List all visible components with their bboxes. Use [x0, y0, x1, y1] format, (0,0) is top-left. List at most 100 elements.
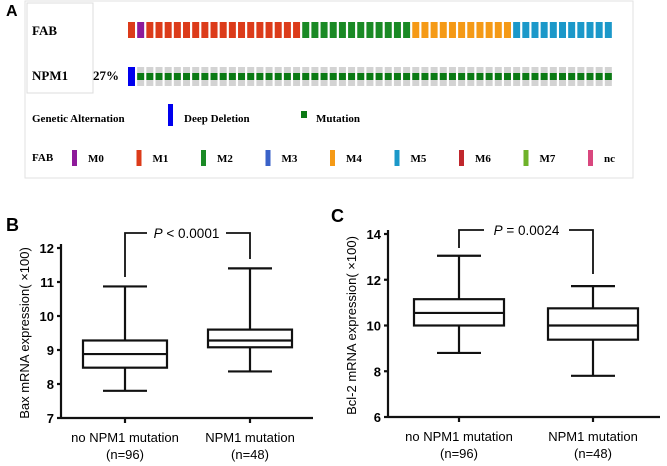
fab-cell-m2 — [403, 22, 411, 38]
x-category-label: NPM1 mutation — [205, 430, 295, 445]
fab-cell-m4 — [467, 22, 475, 38]
fab-cell-m5 — [540, 22, 548, 38]
mutation-cell — [522, 73, 530, 80]
fab-cell-m4 — [430, 22, 438, 38]
fab-cell-m4 — [439, 22, 447, 38]
mutation-cell — [531, 73, 539, 80]
y-axis-label: Bcl-2 mRNA expression( ×100) — [344, 236, 359, 415]
fab-cell-m4 — [458, 22, 466, 38]
y-tick-label: 9 — [47, 343, 54, 358]
fab-cell-m1 — [247, 22, 255, 38]
row-label-box — [26, 2, 94, 94]
y-tick-label: 10 — [40, 309, 54, 324]
npm1-cells — [128, 67, 612, 86]
y-tick-label: 12 — [40, 241, 54, 256]
fab-legend: M0 M1 M2 M3 M4 M5 M6 M7 nc — [72, 150, 615, 166]
mutation-cell — [256, 73, 264, 80]
fab-legend-m6: M6 — [475, 153, 491, 165]
mutation-cell — [164, 73, 172, 80]
mutation-cell — [384, 73, 392, 80]
fab-cell-m1 — [283, 22, 291, 38]
mutation-cell — [503, 73, 511, 80]
fab-legend-m2: M2 — [217, 153, 233, 165]
fab-legend-m1: M1 — [153, 153, 169, 165]
y-tick-label: 8 — [374, 364, 381, 379]
panel-label-c: C — [331, 206, 344, 226]
fab-cell-m4 — [448, 22, 456, 38]
mutation-cell — [558, 73, 566, 80]
mutation-cell — [329, 73, 337, 80]
mutation-cell — [348, 73, 356, 80]
mutation-cell — [549, 73, 557, 80]
fab-swatch-m6 — [459, 150, 464, 166]
mutation-swatch — [301, 111, 307, 118]
panel-label-b: B — [6, 215, 19, 235]
fab-cell-m5 — [549, 22, 557, 38]
mutation-cell — [173, 73, 181, 80]
fab-cell-m2 — [384, 22, 392, 38]
fab-swatch-m0 — [72, 150, 77, 166]
fab-cell-m2 — [375, 22, 383, 38]
p-value: = 0.0024 — [503, 223, 560, 238]
mutation-cell — [265, 73, 273, 80]
p-value: < 0.0001 — [163, 226, 220, 241]
fab-legend-m5: M5 — [411, 153, 427, 165]
mutation-cell — [476, 73, 484, 80]
x-category-label: no NPM1 mutation — [71, 430, 179, 445]
deep-deletion-swatch — [168, 104, 173, 126]
legend-alteration-title: Genetic Alternation — [32, 113, 125, 125]
fab-cell-m1 — [210, 22, 218, 38]
fab-cell-m1 — [274, 22, 282, 38]
y-tick-label: 6 — [374, 410, 381, 425]
deep-deletion-cell — [128, 67, 135, 86]
mutation-cell — [210, 73, 218, 80]
mutation-cell — [274, 73, 282, 80]
mutation-cell — [283, 73, 291, 80]
legend-deep-deletion: Deep Deletion — [184, 113, 250, 125]
fab-cell-m4 — [503, 22, 511, 38]
mutation-cell — [485, 73, 493, 80]
mutation-cell — [604, 73, 612, 80]
mutation-cell — [238, 73, 246, 80]
significance-bracket-left — [124, 232, 147, 277]
fab-cell-m5 — [513, 22, 521, 38]
fab-legend-m7: M7 — [540, 153, 556, 165]
mutation-cell — [393, 73, 401, 80]
mutation-cell — [357, 73, 365, 80]
fab-cell-m1 — [219, 22, 227, 38]
fab-cell-m1 — [256, 22, 264, 38]
mutation-cell — [430, 73, 438, 80]
x-category-n: (n=96) — [106, 447, 144, 462]
mutation-cell — [494, 73, 502, 80]
x-category-n: (n=48) — [231, 447, 269, 462]
mutation-cell — [201, 73, 209, 80]
mutation-cell — [137, 73, 145, 80]
mutation-cell — [183, 73, 191, 80]
legend-fab-title: FAB — [32, 152, 54, 164]
fab-cell-m2 — [338, 22, 346, 38]
fab-cell-m1 — [128, 22, 135, 38]
mutation-cell — [540, 73, 548, 80]
boxplot-bcl2: 6 8 10 12 14 Bcl-2 mRNA expression( ×100) no N… — [344, 223, 660, 461]
fab-legend-m3: M3 — [282, 153, 298, 165]
mutation-cell — [338, 73, 346, 80]
fab-cell-m0 — [137, 22, 145, 38]
fab-cell-m1 — [238, 22, 246, 38]
p-value-annotation: P = 0.0024 — [494, 223, 560, 238]
fab-cell-m2 — [393, 22, 401, 38]
p-symbol: P — [494, 223, 503, 238]
fab-cell-m5 — [595, 22, 603, 38]
fab-cells — [128, 22, 612, 38]
mutation-cell — [293, 73, 301, 80]
y-tick-label: 7 — [47, 411, 54, 426]
fab-swatch-m3 — [265, 150, 271, 166]
significance-bracket-right — [569, 229, 594, 274]
npm1-percent: 27% — [93, 68, 119, 83]
x-category-label: NPM1 mutation — [548, 429, 638, 444]
mutation-cell — [513, 73, 521, 80]
fab-cell-m1 — [228, 22, 236, 38]
y-tick-label: 12 — [367, 273, 381, 288]
boxplot-bax: 7 8 9 10 11 12 Bax mRNA expression( ×100) no NP… — [17, 226, 313, 462]
mutation-cell — [568, 73, 576, 80]
